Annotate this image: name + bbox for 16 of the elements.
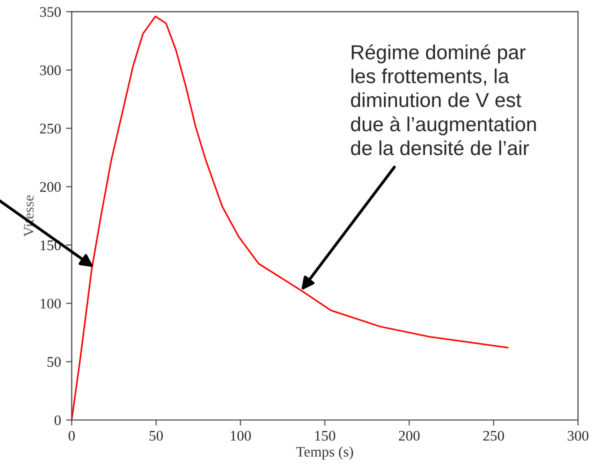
x-tick-label: 100: [230, 430, 251, 441]
x-tick-label: 150: [315, 430, 336, 441]
y-tick-label: 350: [40, 7, 61, 17]
y-tick-label: 250: [40, 124, 61, 134]
y-tick-label: 50: [48, 357, 61, 367]
x-tick-label: 50: [150, 430, 163, 441]
x-tick-label: 200: [398, 430, 420, 441]
y-tick-label: 200: [40, 182, 61, 192]
x-tick-label: 250: [483, 430, 504, 441]
x-axis-title: Temps (s): [296, 446, 354, 460]
annotation: Régime dominé par les frottements, la diminution de V est due à l’augmentation de la densité de l’air: [351, 44, 536, 156]
x-tick-label: 0: [68, 430, 75, 441]
x-tick-label: 300: [568, 430, 588, 441]
y-tick-label: 300: [40, 65, 61, 76]
y-tick-label: 100: [40, 298, 61, 309]
y-tick-label: 0: [54, 415, 61, 426]
